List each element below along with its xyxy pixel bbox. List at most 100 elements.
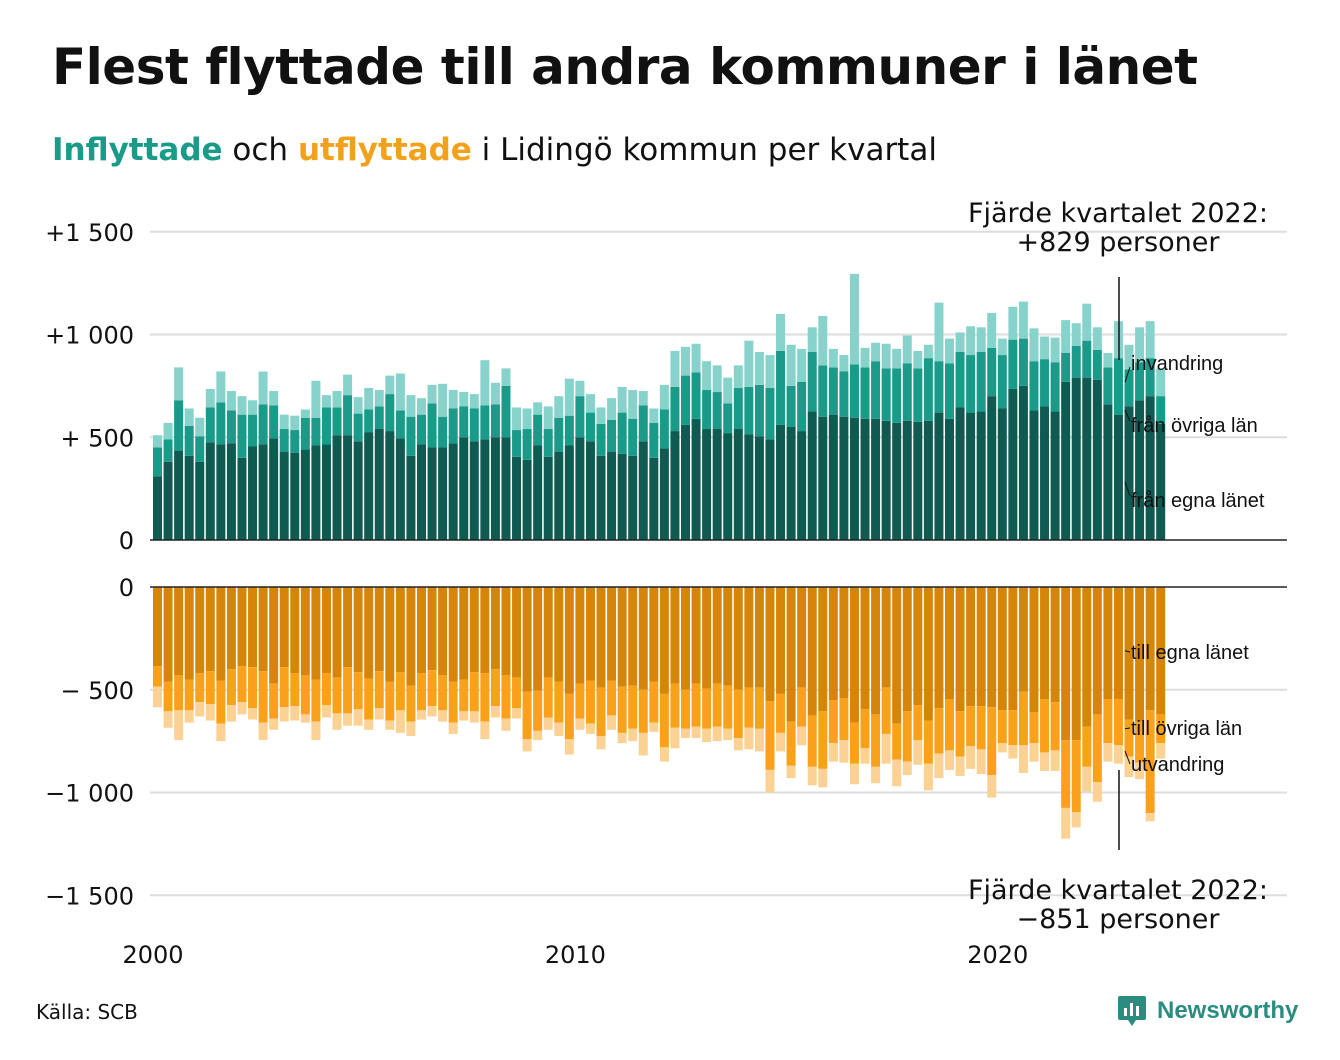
bar-in-invandring bbox=[902, 335, 912, 364]
bar-out-ovriga bbox=[321, 673, 331, 706]
bar-out-egna bbox=[628, 587, 638, 686]
bar-out-utvandring bbox=[1018, 745, 1028, 773]
bar-out-utvandring bbox=[691, 726, 701, 739]
bar-out-ovriga bbox=[1113, 698, 1123, 746]
bar-in-ovriga bbox=[1008, 339, 1018, 389]
bar-in-ovriga bbox=[226, 410, 236, 444]
bar-in-egna bbox=[860, 418, 870, 540]
bar-out-ovriga bbox=[1071, 740, 1081, 813]
newsworthy-logo: Newsworthy bbox=[1117, 994, 1298, 1028]
bar-out-egna bbox=[1071, 587, 1081, 741]
bar-out-utvandring bbox=[153, 686, 162, 708]
bar-in-egna bbox=[290, 452, 300, 540]
bar-in-invandring bbox=[1103, 352, 1113, 368]
bar-out-utvandring bbox=[564, 739, 574, 755]
bar-in-egna bbox=[712, 429, 722, 540]
bar-out-egna bbox=[564, 587, 574, 694]
bar-in-ovriga bbox=[321, 407, 331, 445]
bar-out-utvandring bbox=[459, 711, 469, 721]
bar-in-egna bbox=[585, 441, 595, 540]
bar-out-egna bbox=[659, 587, 669, 694]
bar-in-invandring bbox=[607, 398, 617, 420]
bar-out-utvandring bbox=[744, 727, 754, 750]
bar-out-ovriga bbox=[533, 690, 543, 731]
bar-in-egna bbox=[702, 429, 712, 540]
bar-out-egna bbox=[575, 587, 585, 684]
bar-in-egna bbox=[480, 439, 490, 540]
bar-in-egna bbox=[617, 453, 627, 540]
bar-in-invandring bbox=[818, 316, 828, 366]
bar-out-utvandring bbox=[1135, 762, 1145, 780]
bar-in-egna bbox=[575, 437, 585, 540]
bar-out-ovriga bbox=[385, 681, 395, 721]
bar-out-ovriga bbox=[153, 666, 162, 687]
bar-in-invandring bbox=[638, 391, 648, 406]
legend-label-out: till övriga län bbox=[1131, 718, 1242, 740]
subtitle-inflyttade: Inflyttade bbox=[52, 132, 223, 168]
chart-title: Flest flyttade till andra kommuner i län… bbox=[52, 38, 1198, 96]
bar-out-ovriga bbox=[849, 722, 859, 764]
bar-in-invandring bbox=[343, 374, 353, 396]
legend-label-in: invandring bbox=[1131, 353, 1223, 375]
bar-out-ovriga bbox=[1124, 719, 1134, 757]
bar-out-utvandring bbox=[554, 722, 564, 736]
bar-out-ovriga bbox=[945, 698, 954, 751]
bar-in-egna bbox=[1124, 406, 1134, 540]
bar-out-egna bbox=[828, 587, 838, 701]
y-tick-label-in: 0 bbox=[119, 527, 134, 555]
bar-in-egna bbox=[395, 438, 405, 540]
bar-in-invandring bbox=[839, 355, 849, 372]
bar-in-invandring bbox=[712, 365, 722, 393]
bar-in-egna bbox=[913, 421, 923, 540]
bar-out-egna bbox=[1061, 587, 1071, 741]
bar-in-ovriga bbox=[776, 350, 786, 425]
bar-out-ovriga bbox=[184, 679, 194, 711]
bar-out-utvandring bbox=[1156, 743, 1166, 759]
bar-in-ovriga bbox=[300, 417, 310, 450]
bar-out-utvandring bbox=[976, 749, 986, 775]
bar-out-ovriga bbox=[670, 683, 680, 728]
bar-in-ovriga bbox=[945, 363, 954, 419]
bar-out-utvandring bbox=[490, 706, 500, 718]
bar-out-utvandring bbox=[522, 739, 532, 752]
bar-out-utvandring bbox=[226, 705, 236, 722]
bar-out-utvandring bbox=[417, 710, 426, 720]
bar-in-invandring bbox=[1156, 368, 1166, 397]
bar-out-egna bbox=[1018, 587, 1028, 692]
bar-out-utvandring bbox=[427, 706, 437, 717]
bar-out-utvandring bbox=[892, 759, 902, 787]
legend-leader-in bbox=[1124, 366, 1131, 383]
bar-out-utvandring bbox=[723, 728, 733, 741]
bar-out-utvandring bbox=[786, 765, 796, 779]
bar-out-utvandring bbox=[712, 726, 722, 742]
bar-out-utvandring bbox=[480, 721, 490, 740]
bar-out-utvandring bbox=[860, 748, 870, 764]
bar-in-invandring bbox=[417, 398, 426, 415]
bar-out-ovriga bbox=[1061, 740, 1071, 808]
bar-in-ovriga bbox=[332, 407, 342, 436]
bar-out-utvandring bbox=[163, 711, 173, 728]
bar-out-egna bbox=[881, 587, 891, 688]
bar-out-egna bbox=[1092, 587, 1102, 715]
bar-out-ovriga bbox=[786, 721, 796, 766]
legend-leader-out bbox=[1124, 750, 1131, 765]
bar-in-egna bbox=[976, 411, 986, 540]
bar-out-ovriga bbox=[438, 675, 448, 711]
bar-out-ovriga bbox=[237, 666, 247, 703]
bar-in-ovriga bbox=[881, 368, 891, 421]
bar-in-egna bbox=[216, 444, 226, 540]
bar-out-egna bbox=[279, 587, 289, 668]
bar-out-ovriga bbox=[596, 687, 606, 736]
bar-out-egna bbox=[1135, 587, 1145, 722]
bar-out-egna bbox=[1113, 587, 1123, 699]
bar-out-egna bbox=[1103, 587, 1113, 699]
bar-in-ovriga bbox=[691, 372, 701, 419]
bar-out-egna bbox=[681, 587, 690, 690]
bar-out-egna bbox=[596, 587, 606, 688]
bar-out-utvandring bbox=[807, 766, 817, 786]
bar-out-egna bbox=[1082, 587, 1092, 727]
bar-in-ovriga bbox=[554, 417, 564, 452]
y-tick-label-in: + 500 bbox=[60, 424, 134, 452]
bar-in-invandring bbox=[797, 348, 807, 382]
bar-in-egna bbox=[849, 417, 859, 540]
